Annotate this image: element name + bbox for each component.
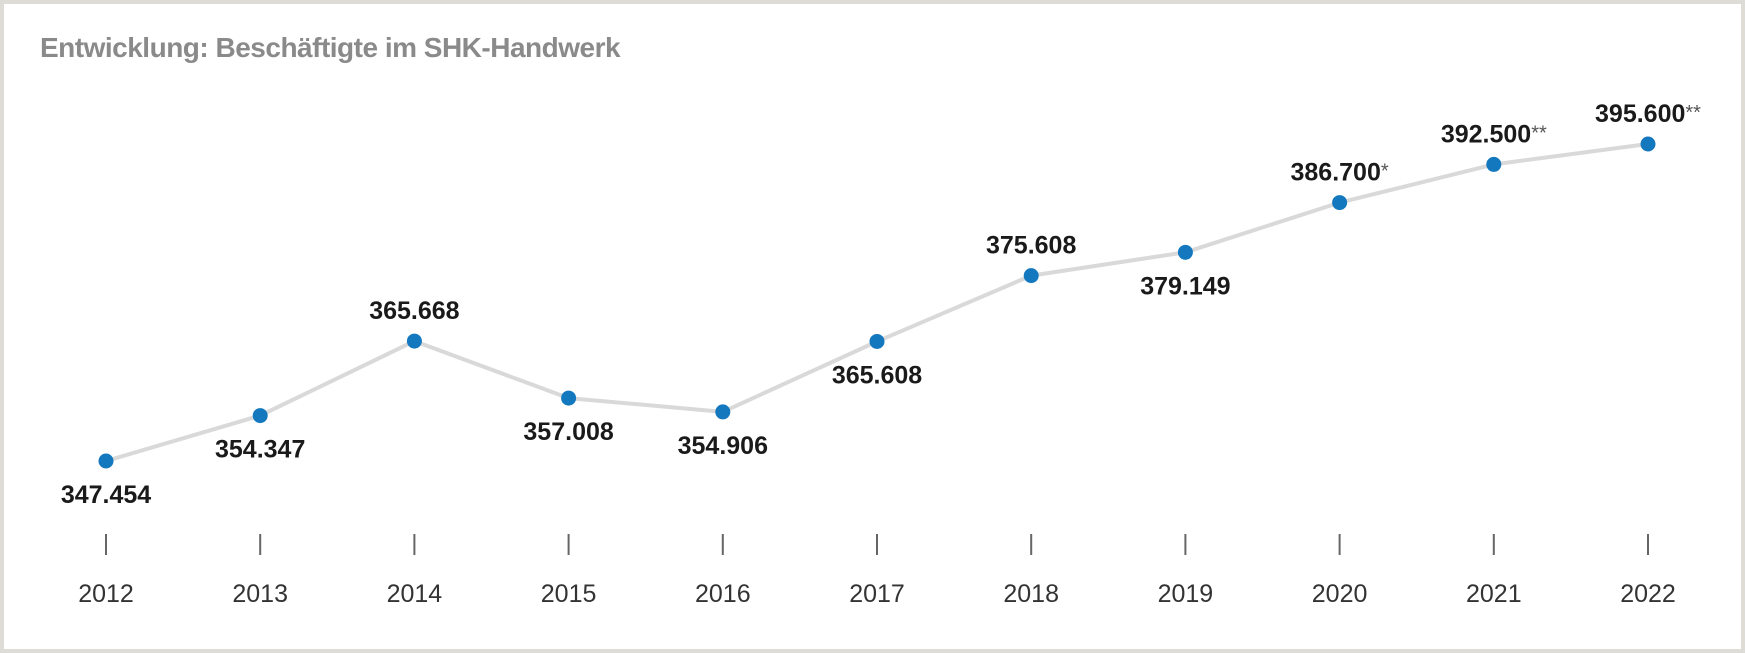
- x-tick-label-2013: 2013: [232, 580, 288, 608]
- data-point-2021: [1486, 156, 1502, 172]
- data-point-2015: [561, 390, 577, 406]
- data-point-2014: [406, 333, 422, 349]
- x-tick-label-2016: 2016: [695, 580, 751, 608]
- data-label-2022: 395.600**: [1595, 100, 1701, 128]
- data-label-2017: 365.608: [832, 361, 922, 389]
- data-label-2020: 386.700*: [1291, 159, 1389, 187]
- data-point-2020: [1332, 195, 1348, 211]
- chart-title: Entwicklung: Beschäftigte im SHK-Handwer…: [40, 32, 621, 63]
- data-label-2016: 354.906: [678, 432, 768, 460]
- data-label-2018: 375.608: [986, 232, 1076, 260]
- x-tick-label-2015: 2015: [541, 580, 597, 608]
- data-label-2014: 365.668: [369, 297, 459, 325]
- data-label-2012: 347.454: [61, 481, 151, 509]
- data-label-2019: 379.149: [1140, 272, 1230, 300]
- data-label-2013: 354.347: [215, 436, 305, 464]
- x-tick-label-2012: 2012: [78, 580, 134, 608]
- data-label-2015: 357.008: [523, 418, 613, 446]
- series-line: [105, 142, 1649, 463]
- data-label-2021: 392.500**: [1441, 120, 1547, 148]
- x-tick-label-2022: 2022: [1620, 580, 1676, 608]
- x-tick-label-2017: 2017: [849, 580, 905, 608]
- data-point-2019: [1177, 244, 1193, 260]
- data-point-2018: [1023, 268, 1039, 284]
- data-point-2013: [252, 408, 268, 424]
- x-tick-label-2021: 2021: [1466, 580, 1522, 608]
- x-tick-label-2019: 2019: [1158, 580, 1214, 608]
- data-point-2016: [715, 404, 731, 420]
- x-tick-label-2014: 2014: [387, 580, 443, 608]
- x-tick-label-2020: 2020: [1312, 580, 1368, 608]
- x-tick-label-2018: 2018: [1003, 580, 1059, 608]
- data-point-2012: [98, 453, 114, 469]
- data-point-2022: [1640, 136, 1656, 152]
- data-point-2017: [869, 333, 885, 349]
